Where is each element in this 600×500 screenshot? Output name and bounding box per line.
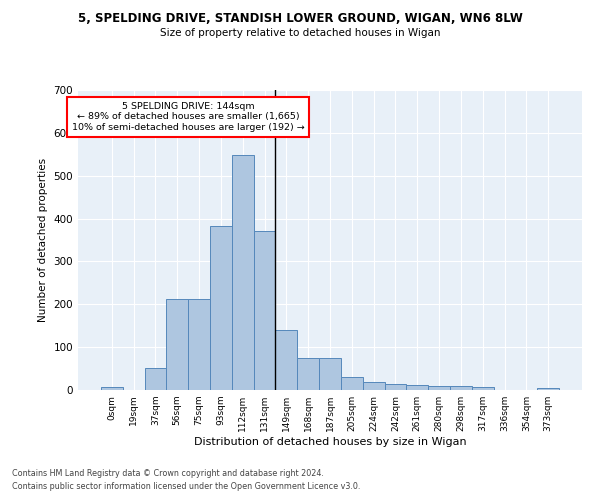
Bar bbox=[188, 298, 210, 390]
Bar bbox=[275, 330, 297, 390]
Bar bbox=[450, 386, 472, 390]
Bar bbox=[210, 226, 232, 390]
Bar bbox=[166, 298, 188, 390]
Text: Contains public sector information licensed under the Open Government Licence v3: Contains public sector information licen… bbox=[12, 482, 361, 491]
Y-axis label: Number of detached properties: Number of detached properties bbox=[38, 158, 48, 322]
Text: Size of property relative to detached houses in Wigan: Size of property relative to detached ho… bbox=[160, 28, 440, 38]
Bar bbox=[297, 358, 319, 390]
Text: 5, SPELDING DRIVE, STANDISH LOWER GROUND, WIGAN, WN6 8LW: 5, SPELDING DRIVE, STANDISH LOWER GROUND… bbox=[77, 12, 523, 26]
Text: Contains HM Land Registry data © Crown copyright and database right 2024.: Contains HM Land Registry data © Crown c… bbox=[12, 468, 324, 477]
Bar bbox=[319, 358, 341, 390]
Bar bbox=[363, 382, 385, 390]
Bar bbox=[232, 155, 254, 390]
Bar bbox=[428, 386, 450, 390]
Bar bbox=[385, 384, 406, 390]
Bar bbox=[254, 232, 275, 390]
Bar bbox=[145, 368, 166, 390]
Bar bbox=[406, 386, 428, 390]
Bar bbox=[341, 377, 363, 390]
Bar bbox=[101, 387, 123, 390]
Bar bbox=[472, 387, 494, 390]
Bar bbox=[537, 388, 559, 390]
X-axis label: Distribution of detached houses by size in Wigan: Distribution of detached houses by size … bbox=[194, 437, 466, 447]
Text: 5 SPELDING DRIVE: 144sqm
← 89% of detached houses are smaller (1,665)
10% of sem: 5 SPELDING DRIVE: 144sqm ← 89% of detach… bbox=[72, 102, 305, 132]
